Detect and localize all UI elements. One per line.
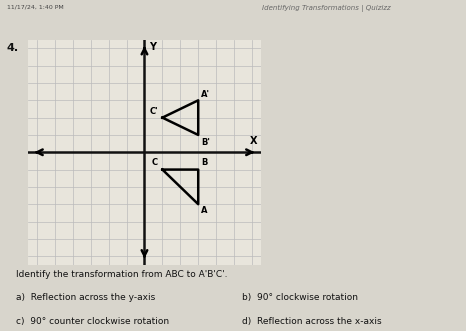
Text: A': A' <box>201 90 210 99</box>
Text: c)  90° counter clockwise rotation: c) 90° counter clockwise rotation <box>16 317 170 326</box>
Text: B': B' <box>201 138 210 147</box>
Text: B: B <box>201 158 207 167</box>
Text: 11/17/24, 1:40 PM: 11/17/24, 1:40 PM <box>7 5 64 10</box>
Text: C: C <box>152 158 158 167</box>
Text: X: X <box>250 136 258 146</box>
Text: 4.: 4. <box>7 43 19 53</box>
Text: a)  Reflection across the y-axis: a) Reflection across the y-axis <box>16 293 156 302</box>
Text: C': C' <box>149 107 158 116</box>
Text: d)  Reflection across the x-axis: d) Reflection across the x-axis <box>242 317 382 326</box>
Text: A: A <box>201 206 207 215</box>
Text: Y: Y <box>149 42 156 52</box>
Text: Identifying Transformations | Quizizz: Identifying Transformations | Quizizz <box>262 5 391 12</box>
Text: Identify the transformation from ABC to A'B'C'.: Identify the transformation from ABC to … <box>16 270 228 279</box>
Text: b)  90° clockwise rotation: b) 90° clockwise rotation <box>242 293 358 302</box>
